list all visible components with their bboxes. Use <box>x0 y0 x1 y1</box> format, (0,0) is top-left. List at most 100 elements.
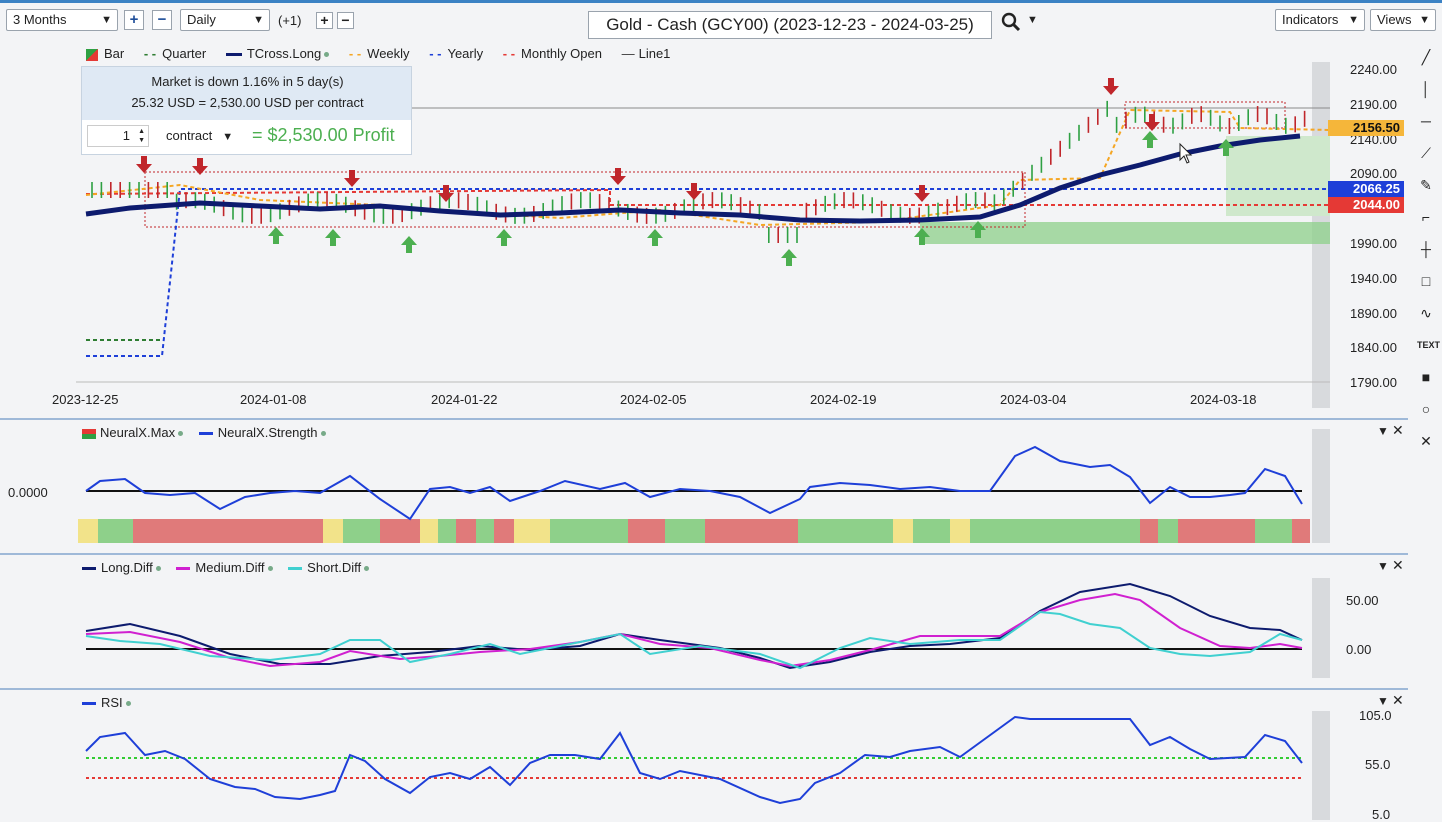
date-axis-label: 2023-12-25 <box>52 392 119 407</box>
interval-select[interactable]: Daily ▼ <box>180 9 270 31</box>
stepper-arrows-icon[interactable]: ▲ ▼ <box>138 128 145 144</box>
range-box-upper <box>1124 101 1286 129</box>
target-zone-upper <box>1226 136 1330 216</box>
unit-select[interactable]: contract ▼ <box>166 128 233 143</box>
legend-short-diff[interactable]: Short.Diff <box>307 560 362 575</box>
collapse-panel-icon[interactable]: ▼ <box>1377 559 1389 573</box>
neural-max-band <box>665 519 705 543</box>
close-panel-icon[interactable]: ✕ <box>1392 422 1404 438</box>
close-panel-icon[interactable]: ✕ <box>1392 692 1404 708</box>
collapse-panel-icon[interactable]: ▼ <box>1377 694 1389 708</box>
neural-legend: NeuralX.Max NeuralX.Strength <box>82 425 326 440</box>
monthly-open-price-tag: 2044.00 <box>1328 197 1404 213</box>
panel-divider[interactable] <box>0 553 1408 555</box>
price-axis-label: 1940.00 <box>1350 270 1397 286</box>
chevron-down-icon[interactable]: ▼ <box>1027 14 1038 26</box>
future-shade <box>1312 429 1330 543</box>
sell-arrow-icon <box>438 185 454 202</box>
search-icon[interactable] <box>1000 11 1022 33</box>
neural-max-band <box>913 519 950 543</box>
date-axis-label: 2024-02-05 <box>620 392 687 407</box>
diff-legend: Long.Diff Medium.Diff Short.Diff <box>82 560 370 575</box>
range-select[interactable]: 3 Months ▼ <box>6 9 118 31</box>
legend-weekly[interactable]: Weekly <box>367 46 410 61</box>
legend-neural-max[interactable]: NeuralX.Max <box>100 425 176 440</box>
delete-drawings-icon[interactable]: ✕ <box>1420 433 1432 449</box>
crosshair-tool-icon[interactable]: ┼ <box>1421 241 1431 257</box>
price-axis-label: 2240.00 <box>1350 62 1397 77</box>
horizontal-line-tool-icon[interactable]: ─ <box>1421 113 1431 129</box>
quantity-value: 1 <box>122 128 130 143</box>
tcross-long-line <box>85 133 1301 224</box>
price-axis-label: 2090.00 <box>1350 166 1397 182</box>
panel-divider[interactable] <box>0 688 1408 690</box>
add-offset-button[interactable]: + <box>316 12 333 29</box>
neural-max-band <box>420 519 438 543</box>
legend-yearly[interactable]: Yearly <box>447 46 484 61</box>
vertical-line-tool-icon[interactable]: │ <box>1421 81 1431 97</box>
legend-quarter[interactable]: Quarter <box>162 46 207 61</box>
chevron-down-icon: ▼ <box>1419 14 1430 26</box>
rsi-line <box>85 715 1303 805</box>
neural-max-band <box>514 519 550 543</box>
text-tool-icon[interactable]: TEXT <box>1417 340 1441 350</box>
views-button[interactable]: Views ▼ <box>1370 9 1436 31</box>
close-panel-icon[interactable]: ✕ <box>1392 557 1404 573</box>
sell-arrow-icon <box>344 170 360 187</box>
legend-rsi[interactable]: RSI <box>101 695 123 710</box>
zoom-out-button[interactable]: − <box>152 10 172 30</box>
neural-max-band <box>323 519 343 543</box>
date-axis-label: 2024-01-08 <box>240 392 307 407</box>
subtract-offset-button[interactable]: − <box>337 12 354 29</box>
wave-tool-icon[interactable]: ∿ <box>1420 305 1432 321</box>
legend-bar[interactable]: Bar <box>104 46 125 61</box>
sell-arrow-icon <box>610 168 626 185</box>
diff-chart[interactable] <box>0 556 1408 688</box>
price-chart[interactable] <box>0 40 1408 418</box>
comment-tool-icon[interactable]: □ <box>1421 273 1431 289</box>
legend-monthly-open[interactable]: Monthly Open <box>521 46 602 61</box>
legend-line1[interactable]: Line1 <box>638 46 671 61</box>
legend-tcross-long[interactable]: TCross.Long <box>246 46 322 61</box>
neural-panel: NeuralX.Max NeuralX.Strength 0.0000 ▼ ✕ <box>0 421 1408 553</box>
indicators-button[interactable]: Indicators ▼ <box>1275 9 1365 31</box>
rsi-chart[interactable] <box>0 691 1408 820</box>
circle-tool-icon[interactable]: ○ <box>1421 401 1431 417</box>
rsi-axis-label-bottom: 5.0 <box>1372 807 1391 822</box>
collapse-panel-icon[interactable]: ▼ <box>1377 424 1389 438</box>
popup-input-row: 1 ▲ ▼ contract ▼ = $2,530.00 Profit <box>82 120 411 154</box>
legend-medium-diff[interactable]: Medium.Diff <box>195 560 265 575</box>
buy-arrow-icon <box>970 221 986 238</box>
panel-divider[interactable] <box>0 418 1408 420</box>
zoom-in-button[interactable]: + <box>124 10 144 30</box>
views-label: Views <box>1377 12 1412 27</box>
pen-tool-icon[interactable]: ✎ <box>1420 177 1432 193</box>
ray-tool-icon[interactable]: ⟋ <box>1421 145 1431 161</box>
rsi-legend: RSI <box>82 695 131 710</box>
diff-panel: Long.Diff Medium.Diff Short.Diff 50.00 0… <box>0 556 1408 688</box>
range-select-value: 3 Months <box>13 12 67 27</box>
legend-long-diff[interactable]: Long.Diff <box>101 560 153 575</box>
neural-max-band <box>456 519 476 543</box>
chevron-down-icon: ▼ <box>101 14 112 26</box>
sell-arrow-icon <box>192 158 208 175</box>
trendline-tool-icon[interactable]: ╱ <box>1421 49 1431 65</box>
market-move-text: Market is down 1.16% in 5 day(s) <box>151 74 344 89</box>
buy-arrow-icon <box>325 229 341 246</box>
neural-max-bands <box>78 519 1310 543</box>
monthly-open-line <box>85 188 1330 206</box>
sell-arrow-icon <box>914 185 930 202</box>
chevron-down-icon: ▼ <box>222 131 234 143</box>
quantity-stepper[interactable]: 1 ▲ ▼ <box>87 125 149 147</box>
rectangle-tool-icon[interactable]: ■ <box>1421 369 1431 385</box>
short-diff-line <box>85 610 1303 670</box>
legend-neural-strength[interactable]: NeuralX.Strength <box>217 425 318 440</box>
price-axis-label: 1840.00 <box>1350 340 1397 356</box>
trade-calculator-popup: Market is down 1.16% in 5 day(s) 25.32 U… <box>81 66 412 155</box>
neural-chart[interactable] <box>0 421 1408 553</box>
date-axis-label: 2024-03-04 <box>1000 392 1067 407</box>
chart-title[interactable]: Gold - Cash (GCY00) (2023-12-23 - 2024-0… <box>588 11 992 39</box>
step-line-tool-icon[interactable]: ⌐ <box>1421 209 1431 225</box>
buy-arrow-icon <box>647 229 663 246</box>
neural-max-legend-icon <box>82 428 96 439</box>
